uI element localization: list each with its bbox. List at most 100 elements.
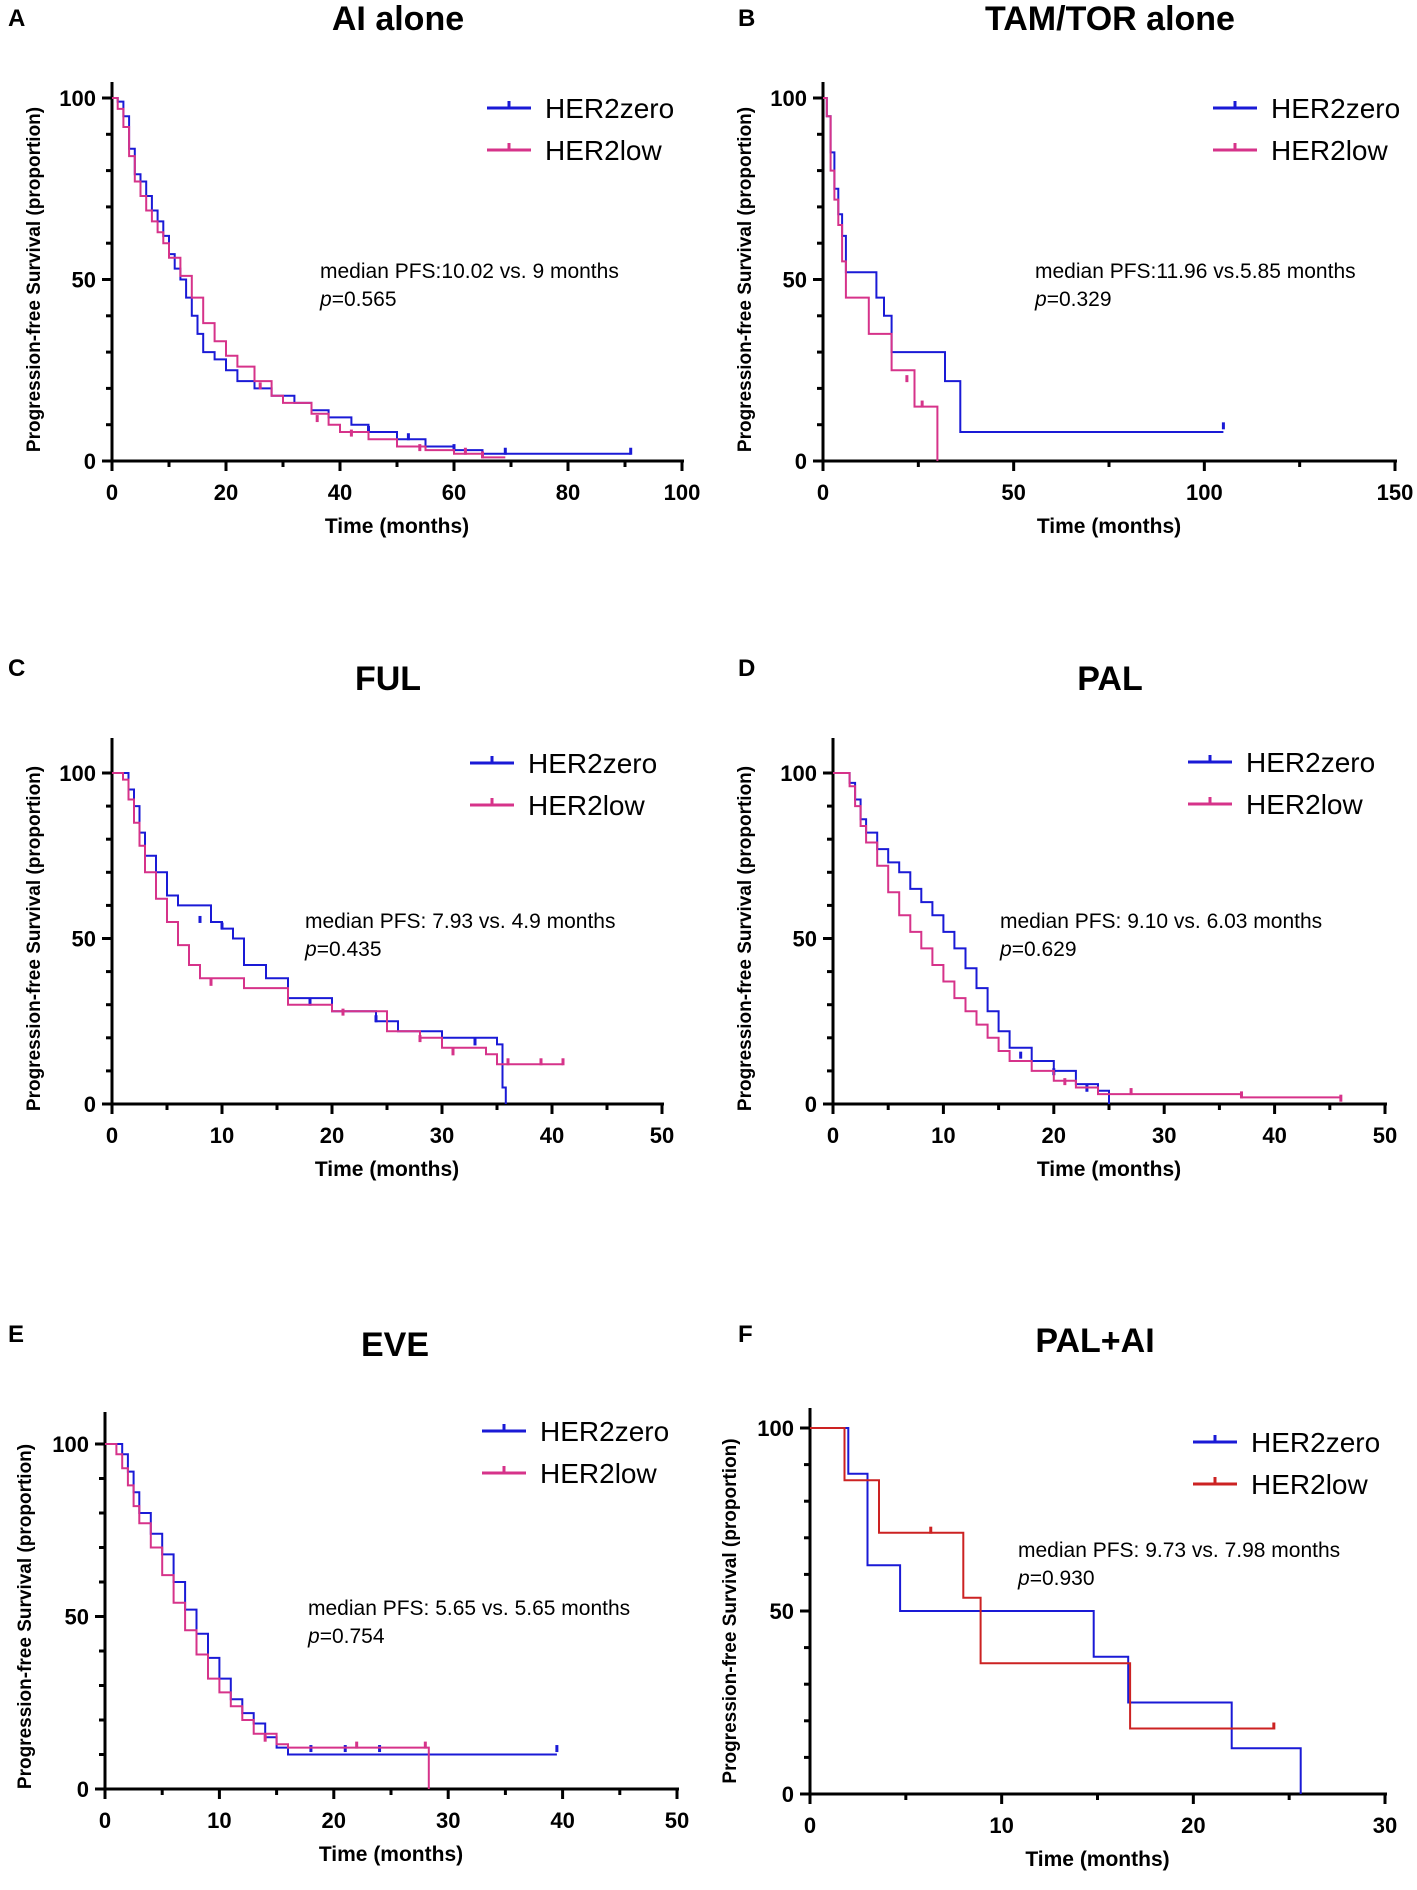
x-tick-label: 0 xyxy=(106,1123,118,1148)
x-tick-label: 10 xyxy=(210,1123,234,1148)
x-tick-label: 30 xyxy=(430,1123,454,1148)
legend-label: HER2zero xyxy=(1251,1427,1380,1458)
p-value-text: p=0.754 xyxy=(307,1625,385,1648)
p-value: =0.435 xyxy=(317,938,382,961)
p-symbol: p xyxy=(1017,1567,1030,1590)
series-her2zero-curve xyxy=(823,97,1224,433)
series-her2low-curve xyxy=(105,1443,430,1789)
x-axis-label: Time (months) xyxy=(1037,515,1181,538)
y-axis-label: Progression-free Survival (proportion) xyxy=(735,107,756,452)
median-pfs-text: median PFS: 9.73 vs. 7.98 months xyxy=(1018,1539,1340,1562)
x-tick-label: 50 xyxy=(1373,1123,1397,1148)
legend-label: HER2zero xyxy=(528,748,657,779)
median-pfs-text: median PFS:11.96 vs.5.85 months xyxy=(1035,260,1356,283)
x-tick-label: 30 xyxy=(1373,1813,1397,1838)
panel-c: C FUL 0 50 100 0 10 20 30 40 50 Time (months) Progre… xyxy=(8,655,674,1181)
y-tick-label: 50 xyxy=(783,268,807,293)
y-tick-label: 0 xyxy=(795,449,807,474)
panel-title: PAL+AI xyxy=(1035,1322,1154,1360)
panel-f: F PAL+AI 0 50 100 0 10 20 30 Time (months) Progres… xyxy=(720,1321,1397,1871)
x-tick-label: 20 xyxy=(214,480,238,505)
panel-b: B TAM/TOR alone 0 50 100 0 50 100 150 Time (month… xyxy=(735,0,1414,538)
x-tick-label: 10 xyxy=(931,1123,955,1148)
y-axis-label: Progression-free Survival (proportion) xyxy=(720,1438,741,1783)
y-tick-label: 50 xyxy=(65,1605,89,1630)
y-tick-label: 100 xyxy=(757,1416,794,1441)
x-tick-label: 20 xyxy=(1042,1123,1066,1148)
legend-label: HER2low xyxy=(1246,789,1363,820)
x-tick-label: 50 xyxy=(665,1808,689,1833)
legend-label: HER2zero xyxy=(1246,747,1375,778)
p-value-text: p=0.930 xyxy=(1017,1567,1095,1590)
median-pfs-text: median PFS:10.02 vs. 9 months xyxy=(320,260,619,283)
legend-label: HER2zero xyxy=(545,93,674,124)
legend-label: HER2low xyxy=(1271,135,1388,166)
y-tick-label: 100 xyxy=(770,86,807,111)
p-value-text: p=0.329 xyxy=(1034,288,1112,311)
panel-letter: A xyxy=(8,5,25,32)
p-value: =0.629 xyxy=(1012,938,1077,961)
panel-title: AI alone xyxy=(332,0,464,38)
legend-label: HER2low xyxy=(540,1458,657,1489)
panel-a: A AI alone 0 50 100 0 20 40 60 80 100 Time (months)… xyxy=(8,0,700,538)
x-tick-label: 0 xyxy=(106,480,118,505)
panel-title: EVE xyxy=(361,1326,429,1364)
y-tick-label: 100 xyxy=(52,1432,89,1457)
x-tick-label: 80 xyxy=(556,480,580,505)
p-symbol: p xyxy=(307,1625,320,1648)
series-her2low-curve xyxy=(112,772,563,1066)
p-value-text: p=0.629 xyxy=(999,938,1077,961)
legend-label: HER2low xyxy=(528,790,645,821)
x-tick-label: 50 xyxy=(650,1123,674,1148)
median-pfs-text: median PFS: 5.65 vs. 5.65 months xyxy=(308,1597,630,1620)
x-tick-label: 100 xyxy=(664,480,701,505)
panel-title: PAL xyxy=(1077,660,1142,698)
x-tick-label: 60 xyxy=(442,480,466,505)
x-tick-label: 30 xyxy=(1152,1123,1176,1148)
series-her2low-curve xyxy=(823,97,939,461)
x-tick-label: 0 xyxy=(817,480,829,505)
x-axis-label: Time (months) xyxy=(1037,1158,1181,1181)
x-axis-label: Time (months) xyxy=(1025,1848,1169,1871)
x-tick-label: 30 xyxy=(436,1808,460,1833)
legend-label: HER2low xyxy=(1251,1469,1368,1500)
y-tick-label: 0 xyxy=(782,1782,794,1807)
x-tick-label: 50 xyxy=(1001,480,1025,505)
x-tick-label: 20 xyxy=(1181,1813,1205,1838)
y-axis-label: Progression-free Survival (proportion) xyxy=(15,1444,36,1789)
x-axis-label: Time (months) xyxy=(319,1843,463,1866)
median-pfs-text: median PFS: 9.10 vs. 6.03 months xyxy=(1000,910,1322,933)
y-axis-label: Progression-free Survival (proportion) xyxy=(24,107,45,452)
x-tick-label: 10 xyxy=(989,1813,1013,1838)
panel-letter: E xyxy=(8,1321,24,1348)
y-tick-label: 100 xyxy=(780,761,817,786)
x-tick-label: 0 xyxy=(804,1813,816,1838)
y-tick-label: 0 xyxy=(805,1092,817,1117)
panel-title: TAM/TOR alone xyxy=(985,0,1235,38)
y-axis-label: Progression-free Survival (proportion) xyxy=(24,766,45,1111)
x-axis-label: Time (months) xyxy=(325,515,469,538)
x-axis-label: Time (months) xyxy=(315,1158,459,1181)
x-tick-label: 40 xyxy=(328,480,352,505)
p-value: =0.754 xyxy=(320,1625,385,1648)
p-symbol: p xyxy=(319,288,332,311)
y-tick-label: 100 xyxy=(59,86,96,111)
y-tick-label: 100 xyxy=(59,761,96,786)
y-tick-label: 0 xyxy=(84,449,96,474)
p-symbol: p xyxy=(999,938,1012,961)
y-axis-label: Progression-free Survival (proportion) xyxy=(735,766,756,1111)
series-her2low-curve xyxy=(833,772,1342,1101)
x-tick-label: 40 xyxy=(1262,1123,1286,1148)
panel-letter: C xyxy=(8,655,25,682)
panel-letter: B xyxy=(738,5,755,32)
y-tick-label: 50 xyxy=(72,268,96,293)
panel-e: E EVE 0 50 100 0 10 20 30 40 50 Time (months) Progre… xyxy=(8,1321,689,1866)
x-tick-label: 10 xyxy=(207,1808,231,1833)
legend-label: HER2low xyxy=(545,135,662,166)
p-symbol: p xyxy=(304,938,317,961)
x-tick-label: 100 xyxy=(1186,480,1223,505)
panel-letter: F xyxy=(738,1321,753,1348)
x-tick-label: 20 xyxy=(322,1808,346,1833)
